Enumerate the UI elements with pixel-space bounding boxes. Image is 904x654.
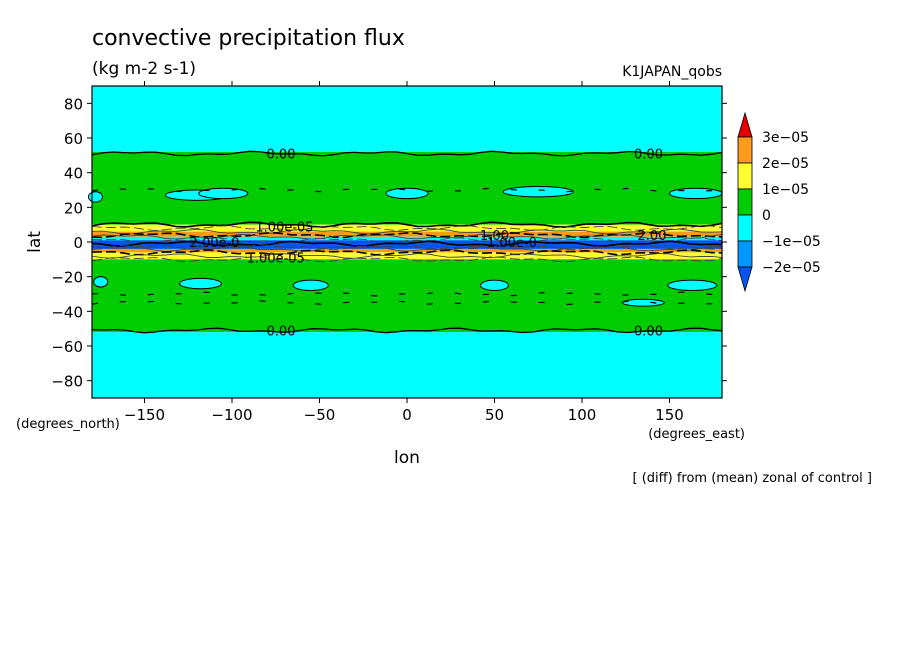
negative-patch-2: [385, 187, 429, 200]
tropical-contour-10: [91, 252, 723, 259]
negative-patch-8: [480, 279, 509, 292]
lat-band-3: [92, 231, 722, 237]
x-axis-label: lon: [394, 448, 420, 468]
zero-contour-1: [91, 327, 723, 334]
x-tick-label: 100: [568, 406, 597, 424]
x-tick-label: −100: [211, 406, 252, 424]
x-tick-label: −50: [304, 406, 336, 424]
contour-label-8: 2.00e-0: [190, 236, 240, 251]
negative-patch-7: [292, 279, 329, 292]
zero-contour-0: [91, 150, 723, 157]
contour-label-4: 1.00e-05: [255, 220, 313, 235]
lat-band-2: [92, 224, 722, 232]
contour-label-0: 0.00: [267, 148, 296, 163]
negative-patch-5: [88, 191, 103, 203]
y-tick-label: 0: [73, 234, 83, 252]
chart-title: convective precipitation flux: [92, 26, 405, 51]
x-tick-label: 50: [485, 406, 504, 424]
tropical-contour-9: [91, 249, 723, 256]
tropical-contour-0: [91, 221, 723, 228]
colorbar-swatch-1: [737, 136, 753, 164]
colorbar-min-arrow: [737, 266, 753, 293]
negative-patch-10: [93, 276, 109, 288]
y-tick-label: 20: [64, 199, 83, 217]
plot-area: 0.00 0.00 0.00 0.00 1.00e-05 1.00e-05 1.001.00…: [88, 85, 723, 399]
colorbar: 3e−05 2e−05 1e−05 0 −1e−05 −2e−05: [737, 111, 821, 293]
chart-units: (kg m-2 s-1): [92, 59, 196, 79]
negative-patch-3: [502, 186, 574, 198]
tropical-contour-8: [91, 246, 723, 252]
tropical-contour-6: [91, 240, 723, 247]
y-tick-label: −60: [51, 338, 83, 356]
colorbar-swatch-3: [737, 188, 753, 216]
negative-patch-11: [621, 298, 665, 307]
zero-contours: [91, 150, 723, 334]
tropical-contour-2: [91, 228, 723, 235]
colorbar-level-label: −2e−05: [762, 260, 821, 276]
y-unit-label: (degrees_north): [16, 417, 120, 432]
colorbar-level-label: 1e−05: [762, 182, 809, 198]
colorbar-level-label: −1e−05: [762, 234, 821, 250]
contour-label-7: 1.00e-0: [487, 236, 537, 251]
contour-label-1: 0.00: [634, 148, 663, 163]
negative-patch-9: [667, 279, 718, 292]
colorbar-swatch-5: [737, 240, 753, 268]
colorbar-swatch-4: [737, 214, 753, 242]
x-unit-label: (degrees_east): [648, 427, 745, 442]
lat-band-7: [92, 252, 722, 260]
x-axis-ticks: −150 −100 −50 0 50 100 150: [124, 81, 684, 424]
y-tick-label: 80: [64, 95, 83, 113]
negative-patches: [88, 186, 723, 307]
y-axis-label: lat: [25, 231, 45, 253]
y-tick-label: −20: [51, 269, 83, 287]
tropical-contour-4: [91, 233, 723, 240]
y-tick-label: 40: [64, 165, 83, 183]
colorbar-level-label: 2e−05: [762, 156, 809, 172]
colorbar-swatch-2: [737, 162, 753, 190]
negative-patch-1: [198, 187, 249, 200]
y-axis-ticks: 80 60 40 20 0 −20 −40 −60 −80: [51, 95, 727, 391]
lat-band-8: [92, 259, 722, 333]
contour-label-2: 0.00: [267, 324, 296, 339]
tropical-contour-1: [91, 225, 723, 232]
dataset-label: K1JAPAN_qobs: [622, 64, 722, 80]
x-tick-label: 0: [402, 406, 412, 424]
colorbar-max-arrow: [737, 111, 753, 138]
tropical-contour-11: [91, 256, 723, 263]
tropical-contour-5: [91, 237, 723, 244]
lat-band-6: [92, 248, 722, 253]
colorbar-level-label: 0: [762, 208, 771, 224]
contour-label-6: 1.00: [480, 229, 509, 244]
negative-patch-6: [179, 277, 222, 290]
x-tick-label: −150: [124, 406, 165, 424]
y-tick-label: −80: [51, 373, 83, 391]
x-tick-label: 150: [655, 406, 684, 424]
tropical-contours: [91, 187, 723, 306]
y-tick-label: −40: [51, 303, 83, 321]
y-tick-label: 60: [64, 130, 83, 148]
lat-band-5: [92, 240, 722, 249]
contour-labels: 0.00 0.00 0.00 0.00 1.00e-05 1.00e-05 1.001.00…: [190, 148, 667, 340]
lat-band-9: [92, 332, 722, 398]
contour-label-9: 2.00: [638, 229, 667, 244]
contour-label-5: 1.00e-05: [247, 252, 305, 267]
negative-patch-4: [669, 187, 723, 200]
contour-label-3: 0.00: [634, 324, 663, 339]
colorbar-level-label: 3e−05: [762, 130, 809, 146]
lat-band-0: [92, 86, 722, 152]
footnote: [ (diff) from (mean) zonal of control ]: [633, 471, 872, 486]
